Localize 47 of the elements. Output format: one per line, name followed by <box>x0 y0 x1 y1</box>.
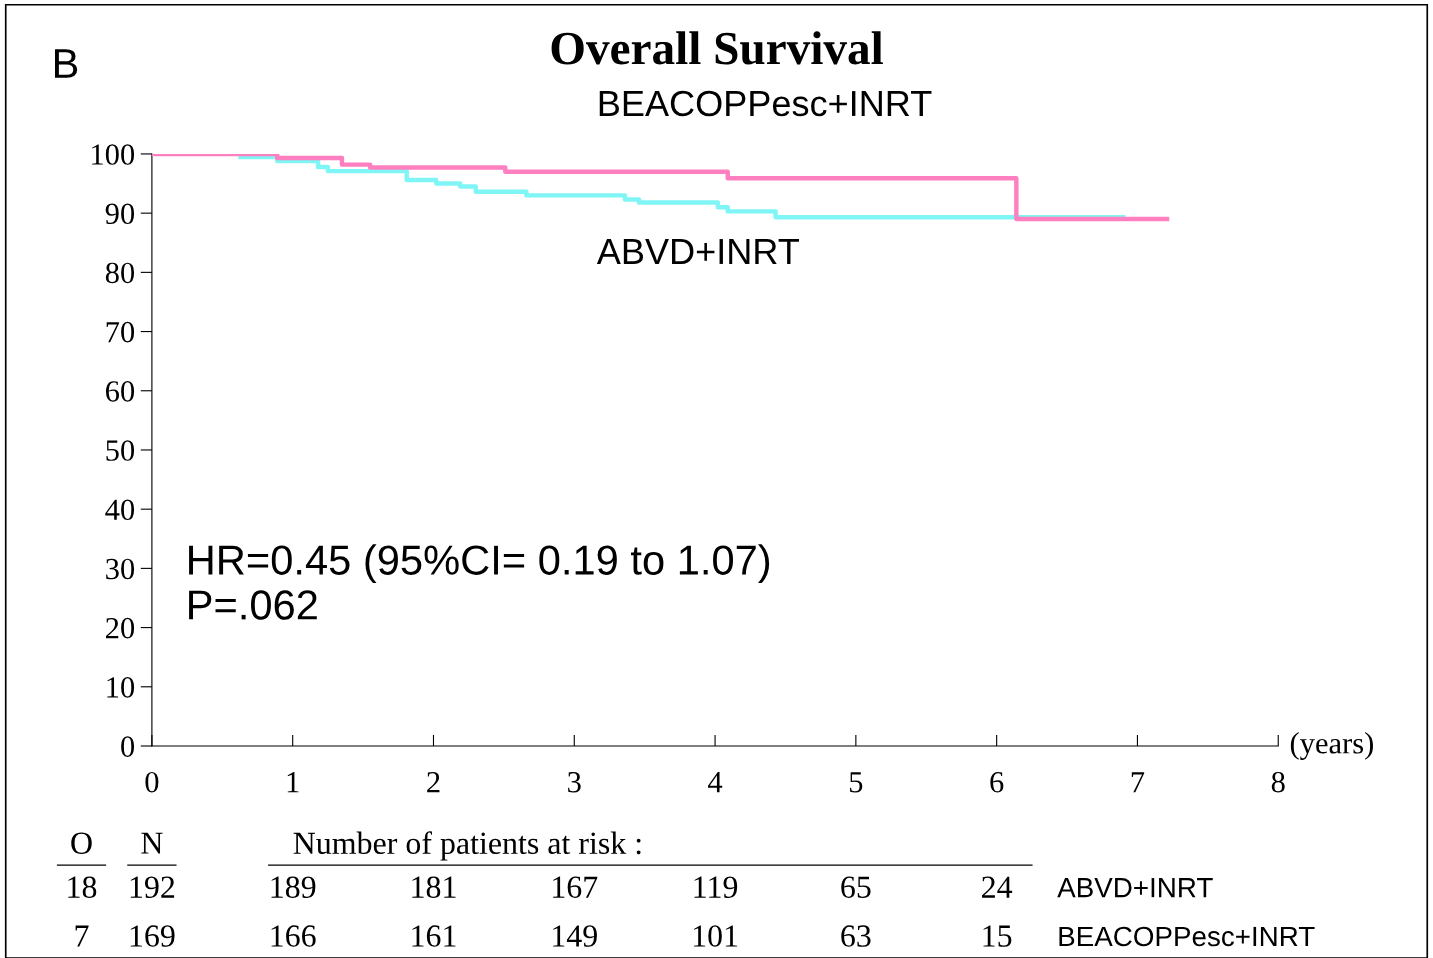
text: 166 <box>271 925 316 947</box>
y-tick-label: 80 <box>105 262 135 284</box>
text: O <box>71 832 92 854</box>
text: 101 <box>693 925 738 947</box>
y-tick-label: 100 <box>92 144 135 165</box>
text: 167 <box>553 876 598 898</box>
y-tick-label: 10 <box>107 677 135 698</box>
text: 63 <box>841 925 871 947</box>
y-tick-label: 30 <box>106 558 135 580</box>
x-axis-title: (years) <box>1290 732 1373 760</box>
text: B <box>55 49 78 78</box>
y-tick-label: 60 <box>105 381 135 402</box>
text: 119 <box>694 876 738 898</box>
text: 18 <box>68 876 97 898</box>
text: 181 <box>412 876 456 898</box>
text: 189 <box>271 876 316 898</box>
text: 169 <box>130 925 175 947</box>
series-label: BEACOPPesc+INRT <box>599 90 932 117</box>
text: 161 <box>412 925 456 947</box>
x-tick-label: 5 <box>850 772 863 793</box>
y-tick-label: 90 <box>105 203 135 225</box>
series-label: ABVD+INRT <box>596 239 800 264</box>
text: 192 <box>130 876 175 898</box>
x-tick-label: 7 <box>1131 772 1145 793</box>
text: 149 <box>553 925 597 947</box>
chart-title: Overall Survival <box>551 31 883 65</box>
text: Number of patients at risk : <box>293 831 641 861</box>
x-tick-label: 0 <box>145 771 159 793</box>
x-tick-label: 2 <box>427 771 440 793</box>
text: 24 <box>982 876 1013 898</box>
annotation: HR=0.45 (95%CI= 0.19 to 1.07) P=.062 <box>189 544 770 620</box>
text: ABVD+INRT <box>1057 878 1213 898</box>
text: BEACOPPesc+INRT <box>1059 926 1315 947</box>
y-tick-label: 0 <box>121 736 135 757</box>
text: N <box>141 832 163 854</box>
y-tick-label: 50 <box>106 440 135 461</box>
text: 15 <box>983 925 1012 947</box>
y-tick-label: 70 <box>106 321 135 343</box>
y-tick-label: 40 <box>105 499 135 521</box>
x-tick-label: 1 <box>287 772 299 793</box>
x-tick-label: 3 <box>568 771 581 793</box>
y-tick-label: 20 <box>106 617 135 639</box>
text: 65 <box>841 876 871 898</box>
x-tick-label: 6 <box>990 771 1004 793</box>
x-tick-label: 8 <box>1271 771 1285 793</box>
text: 7 <box>75 925 89 947</box>
x-tick-label: 4 <box>708 772 723 793</box>
